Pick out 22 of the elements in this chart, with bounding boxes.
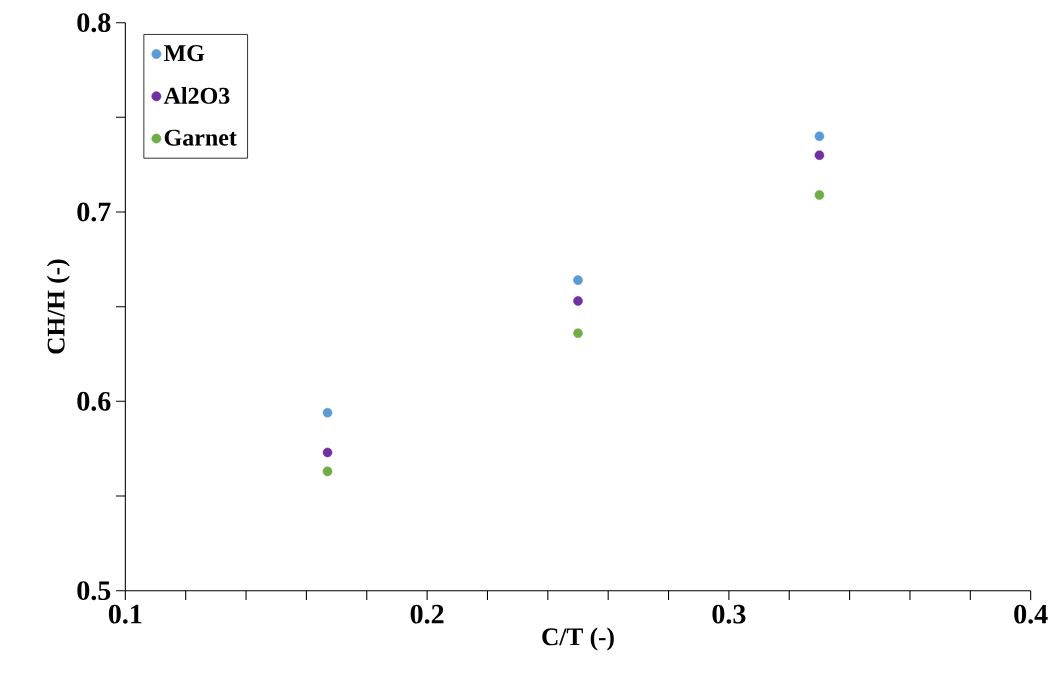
x-tick-label: 0.2 [410, 604, 444, 624]
y-tick-label: 0.7 [77, 202, 111, 222]
point [573, 328, 583, 338]
y-tick-label: 0.6 [77, 391, 111, 411]
legend-label: Garnet [164, 129, 237, 146]
legend-label: Al2O3 [163, 86, 230, 104]
x-tick-label: 0.3 [712, 604, 746, 624]
point [322, 447, 333, 458]
point [322, 466, 333, 477]
y-tick-label: 0.8 [77, 13, 111, 33]
point [573, 296, 583, 306]
x-tick-label: 0.4 [1014, 604, 1048, 624]
point [322, 407, 333, 418]
x-tick-label: 0.1 [108, 604, 142, 624]
x-axis-title: C/T (-) [542, 627, 614, 651]
point [814, 131, 825, 141]
point [814, 150, 825, 160]
point [573, 275, 583, 285]
legend-label: MG [164, 44, 205, 62]
y-tick-label: 0.5 [77, 581, 111, 601]
y-axis-title: CH/H (-) [46, 259, 70, 354]
point [814, 190, 825, 200]
